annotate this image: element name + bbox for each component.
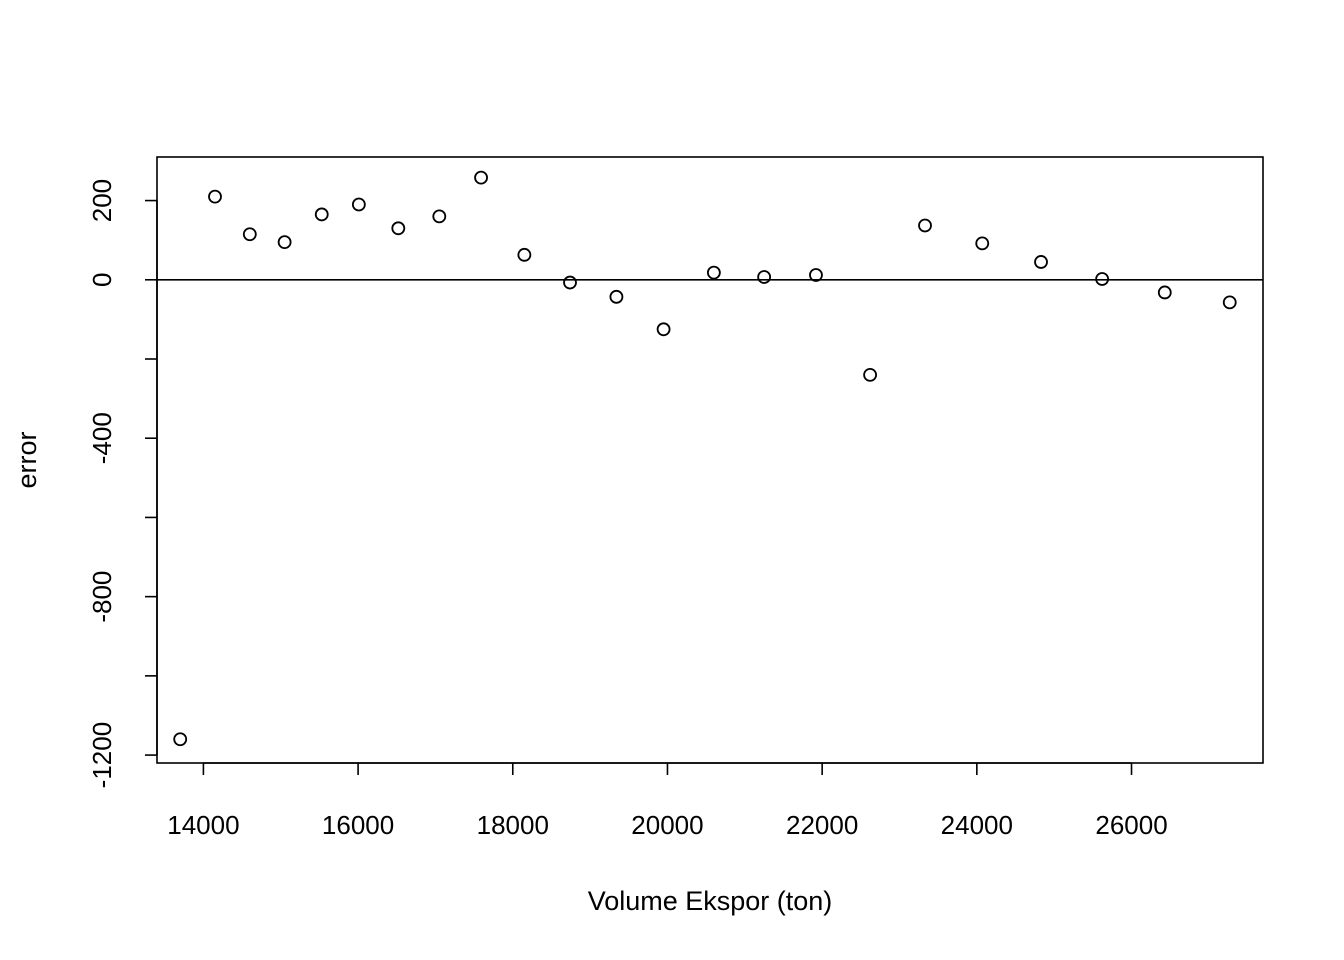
data-point <box>809 268 823 282</box>
y-axis-label: error <box>12 431 42 488</box>
data-point <box>1034 255 1048 269</box>
y-tick-label: 200 <box>87 179 117 222</box>
data-point <box>918 218 932 233</box>
x-tick-label: 22000 <box>786 810 858 840</box>
data-point <box>706 265 721 280</box>
data-point <box>975 236 990 251</box>
x-tick-label: 24000 <box>941 810 1013 840</box>
data-point <box>656 322 671 337</box>
data-point <box>391 221 406 236</box>
y-tick-label: -1200 <box>87 722 117 789</box>
x-axis-label: Volume Ekspor (ton) <box>588 886 833 916</box>
x-tick-label: 16000 <box>322 810 394 840</box>
x-tick-label: 18000 <box>477 810 549 840</box>
data-point <box>757 270 772 284</box>
data-point <box>1222 295 1237 310</box>
data-point <box>563 275 577 290</box>
data-point <box>208 189 222 204</box>
data-point <box>314 207 329 222</box>
plot-frame <box>156 156 1264 764</box>
data-point <box>474 170 488 185</box>
data-point <box>1095 272 1110 286</box>
data-point <box>432 209 447 224</box>
data-point <box>277 235 292 250</box>
data-points <box>173 170 1237 747</box>
data-point <box>242 227 257 242</box>
y-axis: 200 0 -400 -800 -1200 <box>87 179 158 789</box>
x-axis: 14000 16000 18000 20000 22000 24000 26000 <box>167 762 1168 840</box>
y-tick-label: -800 <box>87 571 117 623</box>
x-tick-label: 20000 <box>631 810 703 840</box>
data-point <box>863 367 877 382</box>
data-point <box>1157 285 1172 300</box>
data-point <box>173 732 188 747</box>
data-point <box>351 197 366 212</box>
y-tick-label: 0 <box>87 273 117 287</box>
x-tick-label: 14000 <box>167 810 239 840</box>
data-point <box>609 289 624 304</box>
y-tick-label: -400 <box>87 412 117 464</box>
data-point <box>517 247 532 262</box>
x-tick-label: 26000 <box>1095 810 1167 840</box>
